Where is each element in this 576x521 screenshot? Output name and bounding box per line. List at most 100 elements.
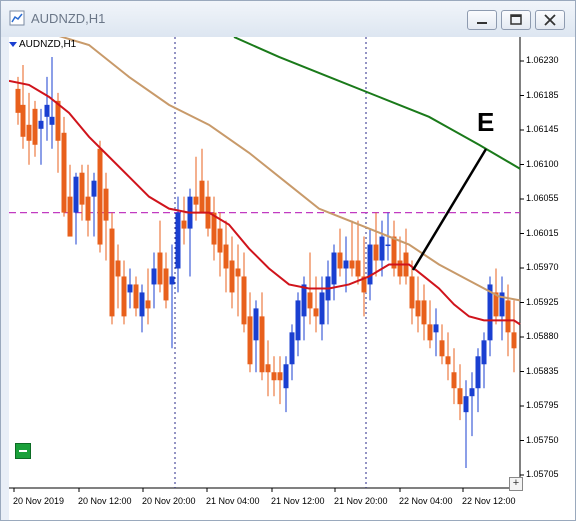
close-button[interactable] bbox=[535, 10, 565, 30]
time-label: 20 Nov 2019 bbox=[13, 496, 65, 506]
candle-body bbox=[301, 284, 307, 317]
candle-body bbox=[271, 372, 277, 381]
candle-body bbox=[409, 276, 415, 309]
candle-body bbox=[133, 284, 139, 309]
candle-body bbox=[457, 388, 463, 405]
candle-body bbox=[121, 276, 127, 317]
candle-body bbox=[427, 324, 433, 341]
long-moving-average bbox=[233, 37, 521, 170]
candle-body bbox=[265, 364, 271, 373]
price-label: 1.05880 bbox=[526, 331, 559, 341]
candle-body bbox=[61, 132, 67, 213]
candle-body bbox=[157, 252, 163, 285]
candle-body bbox=[337, 252, 343, 269]
candle-body bbox=[277, 372, 283, 381]
candle-body bbox=[295, 300, 301, 341]
zoom-plus-button[interactable]: + bbox=[509, 477, 523, 491]
candle-body bbox=[163, 268, 169, 301]
candle-body bbox=[55, 100, 61, 141]
candle-body bbox=[217, 228, 223, 253]
price-label: 1.06015 bbox=[526, 227, 559, 238]
candle-body bbox=[379, 236, 385, 261]
candle-body bbox=[32, 108, 38, 145]
candle-body bbox=[415, 300, 421, 317]
price-label: 1.06055 bbox=[526, 193, 559, 203]
candle-body bbox=[397, 260, 403, 277]
chart-canvas bbox=[9, 37, 524, 492]
price-label: 1.05835 bbox=[526, 365, 559, 376]
candle-body bbox=[85, 196, 91, 221]
candle-body bbox=[20, 104, 26, 137]
price-label: 1.05795 bbox=[526, 400, 559, 410]
symbol-dropdown-icon[interactable] bbox=[9, 42, 17, 47]
price-label: 1.06145 bbox=[526, 124, 559, 134]
candle-body bbox=[283, 364, 289, 389]
slow-moving-average bbox=[58, 37, 521, 302]
candle-body bbox=[445, 356, 451, 365]
candle-body bbox=[253, 308, 259, 341]
candle-body bbox=[211, 212, 217, 245]
window-title: AUDNZD,H1 bbox=[31, 11, 106, 26]
candle-body bbox=[139, 292, 145, 317]
price-label: 1.05750 bbox=[526, 434, 559, 445]
candle-body bbox=[307, 292, 313, 309]
candle-body bbox=[511, 332, 517, 349]
restore-button[interactable] bbox=[501, 10, 531, 30]
candle-body bbox=[67, 196, 73, 237]
candle-body bbox=[391, 236, 397, 269]
candle-body bbox=[241, 276, 247, 325]
candle-body bbox=[505, 300, 511, 333]
time-label: 20 Nov 12:00 bbox=[78, 496, 132, 506]
candle-body bbox=[247, 316, 253, 365]
candle-body bbox=[355, 260, 361, 277]
restore-icon bbox=[510, 14, 522, 25]
price-chart[interactable]: AUDNZD,H1 E + 1.06230 1.06185 1.06145 1.061… bbox=[9, 37, 575, 520]
candle-body bbox=[367, 244, 373, 285]
candle-body bbox=[493, 292, 499, 317]
candle-body bbox=[289, 332, 295, 365]
minus-icon bbox=[19, 450, 27, 452]
candle-body bbox=[421, 300, 427, 325]
time-label: 21 Nov 12:00 bbox=[271, 496, 325, 506]
candle-body bbox=[181, 220, 187, 229]
candle-body bbox=[229, 260, 235, 293]
time-label: 21 Nov 04:00 bbox=[206, 496, 260, 506]
candle-body bbox=[313, 308, 319, 317]
fast-moving-average bbox=[9, 79, 521, 326]
price-label: 1.05925 bbox=[526, 296, 559, 307]
candle-body bbox=[109, 228, 115, 317]
candle-body bbox=[235, 268, 241, 277]
minimize-button[interactable] bbox=[467, 10, 497, 30]
candle-body bbox=[199, 180, 205, 213]
time-label: 20 Nov 20:00 bbox=[142, 496, 196, 506]
candle-body bbox=[38, 120, 44, 129]
candle-body bbox=[169, 276, 175, 285]
candle-body bbox=[26, 124, 32, 141]
candle-body bbox=[481, 340, 487, 365]
title-bar[interactable]: AUDNZD,H1 bbox=[1, 1, 575, 37]
candle-body bbox=[385, 244, 391, 247]
candle-body bbox=[91, 180, 97, 197]
candle-body bbox=[103, 188, 109, 221]
candle-body bbox=[469, 388, 475, 397]
candle-body bbox=[343, 260, 349, 269]
chart-app-icon bbox=[9, 10, 25, 26]
candle-body bbox=[115, 260, 121, 277]
candle-body bbox=[451, 372, 457, 389]
one-click-trading-button[interactable] bbox=[15, 443, 31, 459]
time-label: 22 Nov 12:00 bbox=[462, 496, 516, 506]
candle-body bbox=[44, 104, 50, 117]
candle-body bbox=[223, 244, 229, 269]
candle-body bbox=[373, 244, 379, 261]
candle-body bbox=[319, 292, 325, 325]
candle-body bbox=[175, 212, 181, 269]
minimize-icon bbox=[477, 22, 487, 24]
price-label: 1.06100 bbox=[526, 158, 559, 169]
price-label: 1.06185 bbox=[526, 89, 559, 100]
candle-body bbox=[439, 340, 445, 357]
candle-body bbox=[145, 300, 151, 309]
candle-body bbox=[193, 196, 199, 205]
candle-body bbox=[259, 316, 265, 373]
price-label: 1.05970 bbox=[526, 262, 559, 272]
price-label: 1.05705 bbox=[526, 469, 559, 479]
